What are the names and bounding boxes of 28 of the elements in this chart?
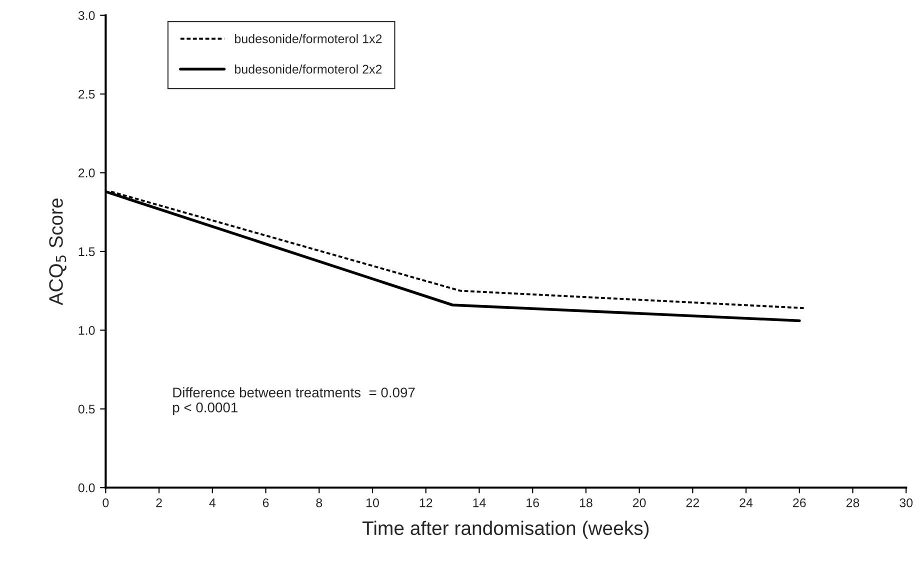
x-tick-label: 6 (262, 498, 269, 508)
legend-label: budesonide/formoterol 2x2 (235, 64, 382, 74)
y-tick-label: 1.5 (78, 247, 95, 256)
x-tick-label: 8 (316, 498, 322, 508)
legend-label: budesonide/formoterol 1x2 (235, 34, 382, 44)
x-tick-label: 22 (686, 498, 700, 508)
x-tick-label: 12 (420, 498, 432, 508)
x-tick-label: 28 (846, 498, 860, 508)
y-tick-label: 0.0 (78, 483, 95, 492)
y-tick-label: 1.0 (78, 326, 95, 335)
x-tick-label: 0 (102, 498, 109, 508)
y-tick-label: 3.0 (78, 11, 95, 20)
x-tick-label: 26 (793, 498, 806, 508)
y-tick-label: 2.5 (78, 90, 95, 99)
y-tick-label: 0.5 (78, 404, 95, 414)
x-tick-label: 2 (156, 498, 162, 508)
y-tick-label: 2.0 (78, 168, 95, 178)
x-tick-label: 10 (366, 498, 379, 508)
x-tick-label: 30 (900, 498, 913, 508)
x-tick-label: 18 (580, 498, 592, 508)
y-axis-title: ACQ$_{5}$ Score (49, 198, 66, 306)
x-tick-label: 24 (740, 498, 753, 508)
x-tick-label: 20 (632, 498, 646, 508)
annotation: Difference between treatments = 0.097 p < 0.0001 (173, 387, 415, 416)
x-tick-label: 16 (526, 498, 539, 508)
x-tick-label: 4 (209, 498, 216, 508)
x-axis-title: Time after randomisation (weeks) (362, 520, 649, 539)
x-tick-label: 14 (473, 498, 486, 508)
